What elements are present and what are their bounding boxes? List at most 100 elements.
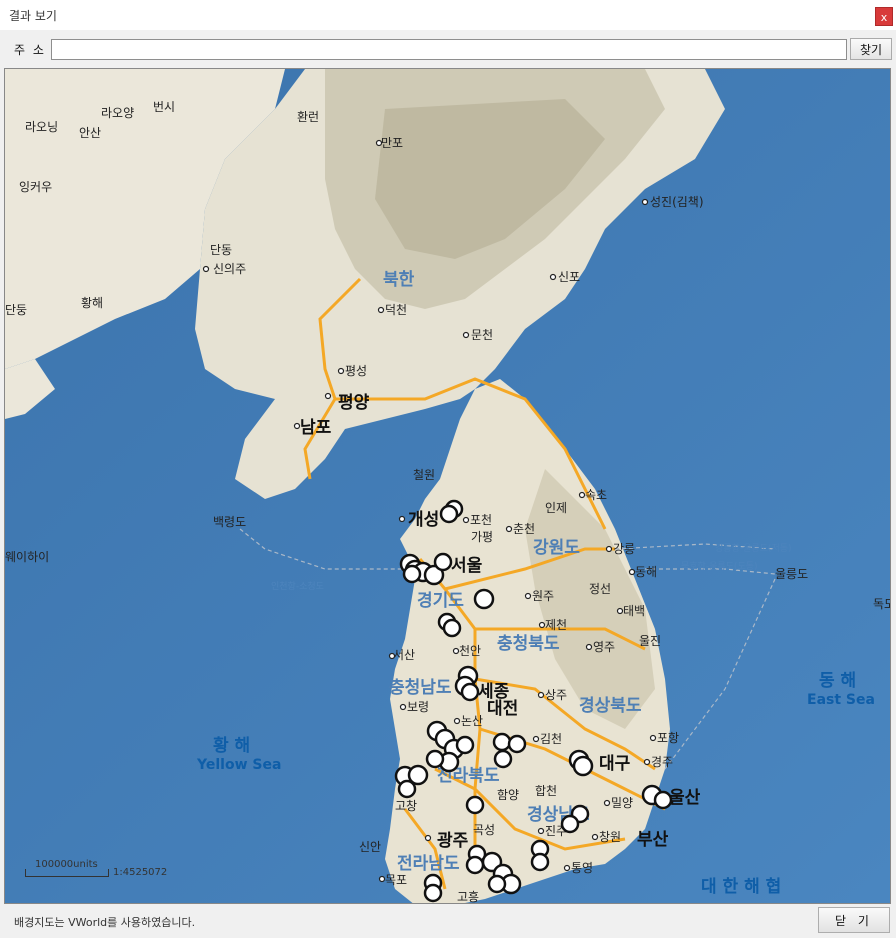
label-changwon: 창원 [599,830,621,844]
label-anshan: 안산 [79,126,101,140]
label-incheon-route: 인천항-소청도 [271,581,324,592]
label-hwanghae-cn: 황해 [81,296,103,310]
label-jecheon: 제천 [545,617,567,632]
map-view[interactable]: 라오닝 라오양 안산 번시 환런 잉커우 단동 단둥 황해 신의주 만포 성진(… [4,68,891,904]
close-icon[interactable]: x [875,7,893,26]
label-busan: 부산 [637,830,669,850]
label-sinan: 신안 [359,840,381,854]
label-miryang: 밀양 [611,796,633,810]
label-seongjin: 성진(김책) [650,194,704,209]
close-button[interactable]: 닫 기 [818,907,890,933]
label-ulsan: 울산 [669,788,701,808]
label-deokcheon: 덕천 [385,302,407,317]
label-gwangju: 광주 [437,831,469,851]
label-goheung: 고흥 [457,890,479,904]
label-dokdo: 독도 [873,597,891,611]
label-gyeongju: 경주 [651,755,673,769]
label-gokseong: 곡성 [473,823,495,837]
label-yellow-sea-ko: 황 해 [213,736,250,756]
label-manpo: 만포 [381,136,403,150]
label-pocheon: 포천 [470,512,492,527]
liaodong-peninsula [5,359,55,419]
scale-line [25,869,109,877]
footer: 배경지도는 VWorld를 사용하였습니다. 닫 기 [0,904,896,938]
label-seoul: 서울 [451,556,483,576]
label-pyongseong: 평성 [345,364,367,378]
label-ulleung-route1: 강릉항-울릉도(저동) [715,543,792,554]
label-gyeongbuk: 경상북도 [579,696,642,716]
label-north-korea: 북한 [383,270,415,290]
label-baengnyeongdo: 백령도 [213,515,246,529]
label-gimcheon: 김천 [540,731,562,746]
label-sinpo: 신포 [558,270,580,284]
label-korea-strait-ko: 대 한 해 협 [701,876,781,897]
label-tongyeong: 통영 [571,861,593,875]
label-yingkou: 잉커우 [19,180,52,194]
label-yellow-sea-en: Yellow Sea [196,757,281,773]
find-button[interactable]: 찾기 [850,38,892,60]
label-sangju: 상주 [545,688,567,702]
window-title: 결과 보기 [9,9,57,23]
label-gangneung: 강릉 [613,542,635,556]
label-chungnam: 충청남도 [389,677,452,698]
label-east-sea-en: East Sea [807,692,875,708]
label-wonju: 원주 [532,589,554,603]
map-canvas[interactable]: 라오닝 라오양 안산 번시 환런 잉커우 단동 단둥 황해 신의주 만포 성진(… [5,69,891,904]
address-input[interactable] [51,39,847,60]
address-label: 주 소 [14,43,46,57]
label-boryeong: 보령 [407,700,429,714]
label-muncheon: 문천 [471,327,493,342]
attribution-note: 배경지도는 VWorld를 사용하였습니다. [14,916,196,929]
label-seosan: 서산 [393,648,415,662]
label-hamyang: 함양 [497,788,519,802]
label-jeongseon: 정선 [589,582,611,596]
label-dandong: 단동 [210,243,232,257]
label-pohang: 포항 [657,731,679,745]
scale-ratio: 1:4525072 [113,867,168,878]
label-pyongyang: 평양 [338,393,370,413]
label-nonsan: 논산 [461,714,483,728]
scale-bar: 100000units 1:4525072 [25,859,168,881]
label-lao: 라오닝 [25,120,58,134]
mountain-shading [375,99,605,259]
china-landmass [5,69,285,369]
taebaek-mountains [525,469,655,729]
label-sokcho: 속초 [585,488,607,502]
label-mokpo: 목포 [385,873,407,887]
label-yeongju: 영주 [593,640,615,654]
city-dots [202,139,657,883]
label-sejong: 세종 [478,682,510,702]
label-chuncheon: 춘천 [513,521,535,536]
label-east-sea-ko: 동 해 [819,671,856,691]
label-nampo: 남포 [300,418,332,438]
label-uljin: 울진 [639,634,661,648]
search-bar: 주 소 찾기 [0,30,896,66]
label-ulleungdo: 울릉도 [775,567,808,581]
label-gyeonggi: 경기도 [417,591,464,611]
label-cheonan: 천안 [459,643,481,658]
label-gangwon: 강원도 [533,538,580,558]
label-dalian: 웨이하이 [5,550,49,564]
label-benxi: 번시 [153,100,175,114]
label-kaesong: 개성 [408,510,439,530]
label-ulleung-route2: 묵호항-울릉도(도동) [681,561,758,572]
label-huanren: 환런 [297,110,319,124]
result-markers [394,499,673,903]
label-chungbuk: 충청북도 [497,633,560,654]
scale-label: 100000units [35,859,98,870]
label-dandong-cn: 단둥 [5,303,27,317]
label-gapyeong: 가평 [471,530,493,544]
label-donghae: 동해 [635,565,657,579]
label-inje: 인제 [545,501,567,515]
label-cheorwon: 철원 [413,468,435,482]
title-bar: 결과 보기 x [0,0,896,30]
label-daejeon: 대전 [487,699,518,719]
label-sinuiju: 신의주 [213,262,246,276]
ferry-routes [239,528,776,770]
label-hapcheon: 합천 [535,783,557,798]
label-jeonnam: 전라남도 [397,854,460,874]
label-rayang: 라오양 [101,106,134,120]
label-taebaek: 태백 [623,604,645,618]
label-daegu: 대구 [599,754,631,774]
